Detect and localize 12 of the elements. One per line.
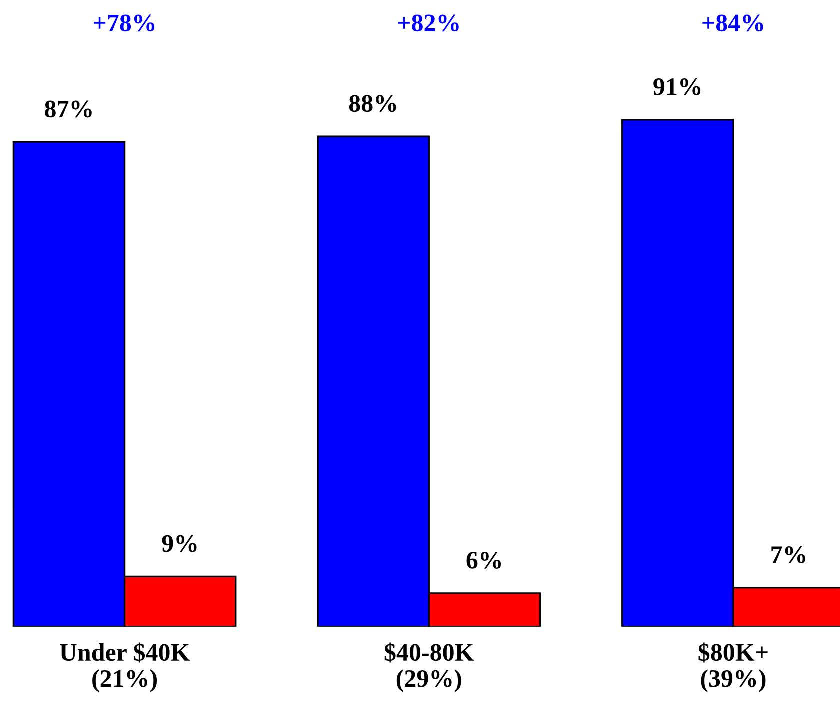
data-label: 87% xyxy=(45,100,92,118)
text: +84% xyxy=(702,14,764,32)
x-tick-label: Under $40K (21%) xyxy=(60,642,190,692)
data-label: 9% xyxy=(162,535,197,552)
text: +78% xyxy=(94,14,155,32)
x-tick-label: $40-80K (29%) xyxy=(384,642,474,692)
data-label: 88% xyxy=(349,95,396,112)
data-label: 6% xyxy=(466,552,502,569)
data-label: 7% xyxy=(772,546,806,564)
text: +82% xyxy=(398,14,459,32)
x-tick-label: $80K+ (39%) xyxy=(698,642,768,692)
data-label: 91% xyxy=(654,78,701,96)
